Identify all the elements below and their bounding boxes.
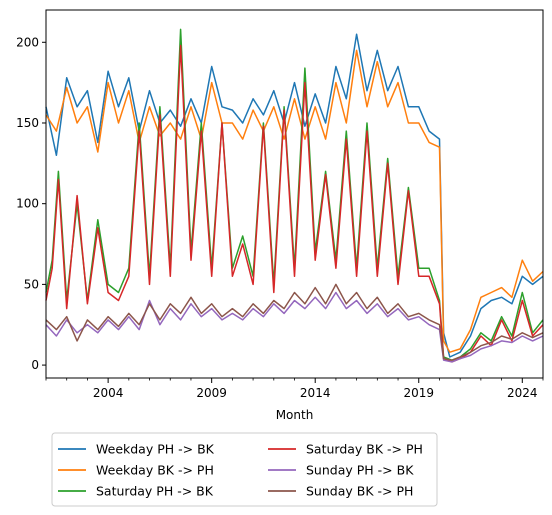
legend-items: Weekday PH -> BK Weekday BK -> PH Saturday…: [58, 442, 423, 499]
series-line-5: [45, 291, 544, 363]
legend-label-6: Sunday BK -> PH: [306, 484, 413, 499]
series-line-2: [45, 49, 544, 353]
y-axis: 0 50 100 150 200: [16, 35, 46, 372]
series-line-1: [45, 33, 544, 358]
y-tick-label-150: 150: [16, 116, 39, 130]
y-tick-label-200: 200: [16, 35, 39, 49]
legend: Weekday PH -> BK Weekday BK -> PH Saturday…: [51, 432, 438, 507]
legend-box: [51, 432, 438, 507]
x-tick-label-2009: 2009: [196, 386, 227, 400]
x-tick-label-2019: 2019: [403, 386, 434, 400]
legend-label-1: Weekday PH -> BK: [96, 442, 215, 457]
x-axis: 2004 2009 2014 2019 2024: [45, 378, 544, 400]
y-tick-label-50: 50: [24, 277, 39, 291]
x-tick-label-2024: 2024: [507, 386, 538, 400]
legend-label-2: Weekday BK -> PH: [96, 463, 214, 478]
x-axis-label: Month: [276, 408, 314, 422]
legend-label-5: Sunday PH -> BK: [306, 463, 414, 478]
plot-area: 0 50 100 150 200 2004 2009 2014 2019 2024: [16, 9, 544, 400]
series-line-6: [45, 283, 544, 361]
series-line-3: [45, 28, 544, 361]
x-tick-label-2004: 2004: [93, 386, 124, 400]
series-line-4: [45, 44, 544, 363]
legend-label-4: Saturday BK -> PH: [306, 442, 423, 457]
legend-label-3: Saturday PH -> BK: [96, 484, 214, 499]
x-tick-label-2014: 2014: [300, 386, 331, 400]
series-lines: [45, 28, 544, 363]
y-tick-label-100: 100: [16, 197, 39, 211]
y-tick-label-0: 0: [31, 358, 39, 372]
